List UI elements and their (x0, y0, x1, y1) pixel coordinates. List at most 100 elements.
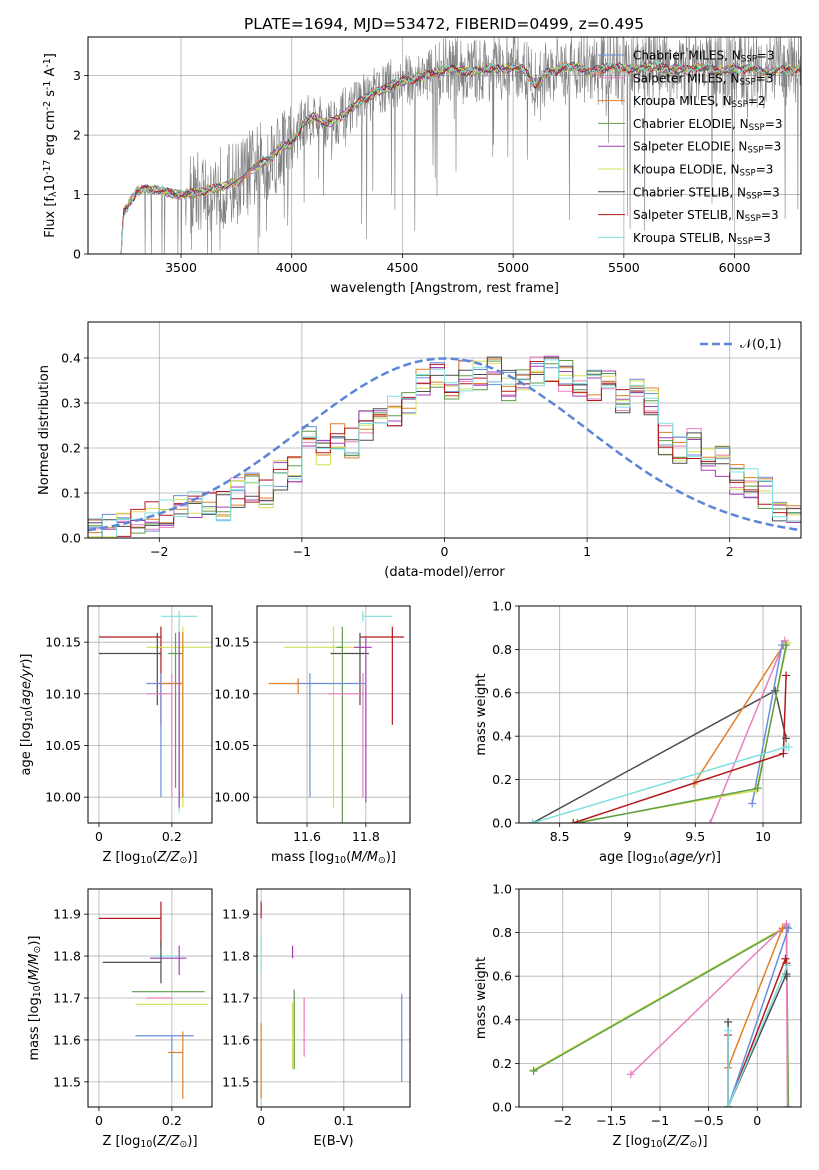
mass_vs_Z-ytick-label: 11.7 (53, 991, 81, 1006)
spectrum-xtick-label: 5500 (608, 260, 640, 275)
age_vs_mass-frame (256, 605, 411, 824)
spectrum-xtick-label: 5000 (497, 260, 529, 275)
weight-marker (784, 1103, 793, 1107)
spectrum-ytick-label: 1 (73, 187, 81, 202)
gaussian-curve (88, 357, 801, 532)
weight-marker (783, 961, 792, 970)
residual-histogram (88, 359, 801, 538)
weight_vs_Z-xtick-label: −1 (651, 1113, 669, 1128)
weight-marker (781, 954, 790, 963)
model-spectrum-line (120, 61, 801, 254)
weight_vs_Z-xtick-label: −1.5 (596, 1113, 626, 1128)
spectrum-ylabel: Flux [fλ10-17 erg cm-2 s-1 A-1] (42, 53, 59, 238)
age_vs_Z-ylabel: age [log10(age/yr)] (19, 653, 35, 775)
weight_vs_age-panel: 8.5 9 9.5 10 0.0 0.2 0.4 0.6 0.8 1.0 age [log10(ag… (474, 599, 802, 866)
mass_vs_ebv-ytick-label: 11.6 (222, 1032, 250, 1047)
residuals-frame (87, 321, 802, 539)
data-spectrum-line (123, 37, 801, 254)
age_vs_Z-xtick-label: 0.2 (162, 829, 182, 844)
spectrum-xlabel: wavelength [Angstrom, rest frame] (330, 281, 559, 296)
mass_vs_ebv-xlabel: E(B-V) (313, 1134, 353, 1149)
weight-marker (753, 784, 762, 793)
weight-marker (782, 919, 791, 928)
spectrum-ytick-label: 0 (73, 247, 81, 262)
weight-marker (783, 1103, 792, 1107)
mass_vs_Z-ylabel: mass [log10(M/M⊙)] (27, 936, 43, 1061)
age_vs_Z-xtick-label: 0 (95, 829, 103, 844)
weight_vs_age-ytick-label: 0.8 (492, 642, 512, 657)
mass_vs_ebv-xtick-label: 0 (257, 1113, 265, 1128)
mass_vs_Z-xtick-label: 0 (95, 1113, 103, 1128)
age_vs_Z-panel: 0 0.2 10.00 10.05 10.10 10.15 Z [log10(Z/Z⊙)] a… (19, 605, 213, 866)
weight-marker (784, 924, 793, 933)
legend-label: Kroupa STELIB, NSSP=3 (633, 231, 771, 247)
weight-marker (782, 671, 791, 680)
legend-label: Kroupa ELODIE, NSSP=3 (633, 163, 773, 179)
residuals-ytick-label: 0.4 (61, 351, 81, 366)
legend-label: Kroupa MILES, NSSP=2 (633, 94, 766, 110)
residuals-xtick-label: 1 (583, 544, 591, 559)
mass_vs_ebv-grid (257, 889, 410, 1107)
weight-marker (626, 1070, 635, 1079)
weight-marker (724, 1026, 733, 1035)
weight_vs_age-xlabel: age [log10(age/yr)] (599, 850, 721, 866)
weight_vs_Z-ytick-label: 0.4 (492, 1012, 512, 1027)
weight-line (751, 644, 783, 804)
weight_vs_Z-panel: −2 −1.5 −1 −0.5 0 0.0 0.2 0.4 0.6 0.8 1.0 Z [log10(… (474, 882, 802, 1150)
mass_vs_Z-ytick-label: 11.6 (53, 1032, 81, 1047)
residuals-xtick-label: 2 (726, 544, 734, 559)
weight-marker (529, 1067, 538, 1076)
model-spectrum-line (120, 61, 801, 254)
mass_vs_ebv-plot-area (260, 901, 403, 1099)
spectrum-xtick-label: 3500 (165, 260, 197, 275)
weight-marker (748, 799, 757, 808)
age_vs_Z-grid (88, 606, 212, 823)
age_vs_mass-xtick-label: 11.8 (352, 829, 380, 844)
weight-marker (706, 819, 715, 823)
weight_vs_age-xtick-label: 8.5 (550, 829, 570, 844)
weight_vs_age-ytick-label: 0.0 (492, 816, 512, 831)
weight_vs_age-ytick-label: 0.4 (492, 729, 512, 744)
figure-title: PLATE=1694, MJD=53472, FIBERID=0499, z=0… (244, 15, 644, 33)
mass_vs_ebv-ytick-label: 11.5 (222, 1074, 250, 1089)
weight-line (727, 965, 789, 1107)
legend-label: Chabrier STELIB, NSSP=3 (633, 185, 780, 201)
weight_vs_Z-xtick-label: 0 (753, 1113, 761, 1128)
spectrum-frame (87, 36, 802, 255)
weight-marker (569, 819, 578, 823)
spectrum-xtick-label: 4500 (387, 260, 419, 275)
legend-label: Salpeter ELODIE, NSSP=3 (633, 140, 781, 156)
weight-line (532, 689, 787, 823)
residuals-ytick-label: 0.1 (61, 486, 81, 501)
weight-line (573, 642, 789, 823)
weight-marker (782, 641, 791, 650)
mass_vs_Z-ytick-label: 11.8 (53, 949, 81, 964)
mass_vs_ebv-ytick-label: 11.7 (222, 991, 250, 1006)
weight_vs_Z-ylabel: mass weight (474, 957, 489, 1039)
age_vs_mass-ytick-label: 10.10 (214, 686, 250, 701)
residuals-ytick-label: 0.2 (61, 441, 81, 456)
weight_vs_Z-ytick-label: 0.8 (492, 925, 512, 940)
weight-line (577, 644, 787, 823)
residuals-panel: −2 −1 0 1 2 0.0 0.1 0.2 0.3 0.4 (data-model)/error… (37, 321, 802, 580)
legend-label: 𝒩(0,1) (740, 336, 782, 351)
weight-line (532, 746, 789, 823)
residuals-xtick-label: −1 (293, 544, 311, 559)
weight_vs_Z-frame (518, 888, 802, 1108)
mass_vs_ebv-panel: 0 0.1 11.5 11.6 11.7 11.8 11.9 E(B-V) (222, 888, 411, 1149)
residuals-xtick-label: −2 (150, 544, 168, 559)
age_vs_Z-frame (87, 605, 213, 824)
legend-label: Chabrier MILES, NSSP=3 (633, 49, 775, 65)
age_vs_Z-plot-area (98, 611, 212, 813)
panels: 3500 4000 4500 5000 5500 6000 0 1 2 3 wavelength [… (19, 36, 802, 1150)
weight-marker (573, 819, 582, 823)
weight-marker (779, 749, 788, 758)
mass_vs_Z-plot-area (98, 901, 209, 1099)
weight-line (709, 640, 786, 823)
weight_vs_Z-ytick-label: 0.0 (492, 1100, 512, 1115)
model-spectrum-line (120, 61, 801, 253)
age_vs_mass-panel: 11.6 11.8 10.00 10.05 10.10 10.15 mass [log10(… (214, 605, 411, 866)
weight_vs_age-xtick-label: 9 (623, 829, 631, 844)
model-spectrum-line (120, 60, 801, 254)
residuals-ytick-label: 0.3 (61, 396, 81, 411)
